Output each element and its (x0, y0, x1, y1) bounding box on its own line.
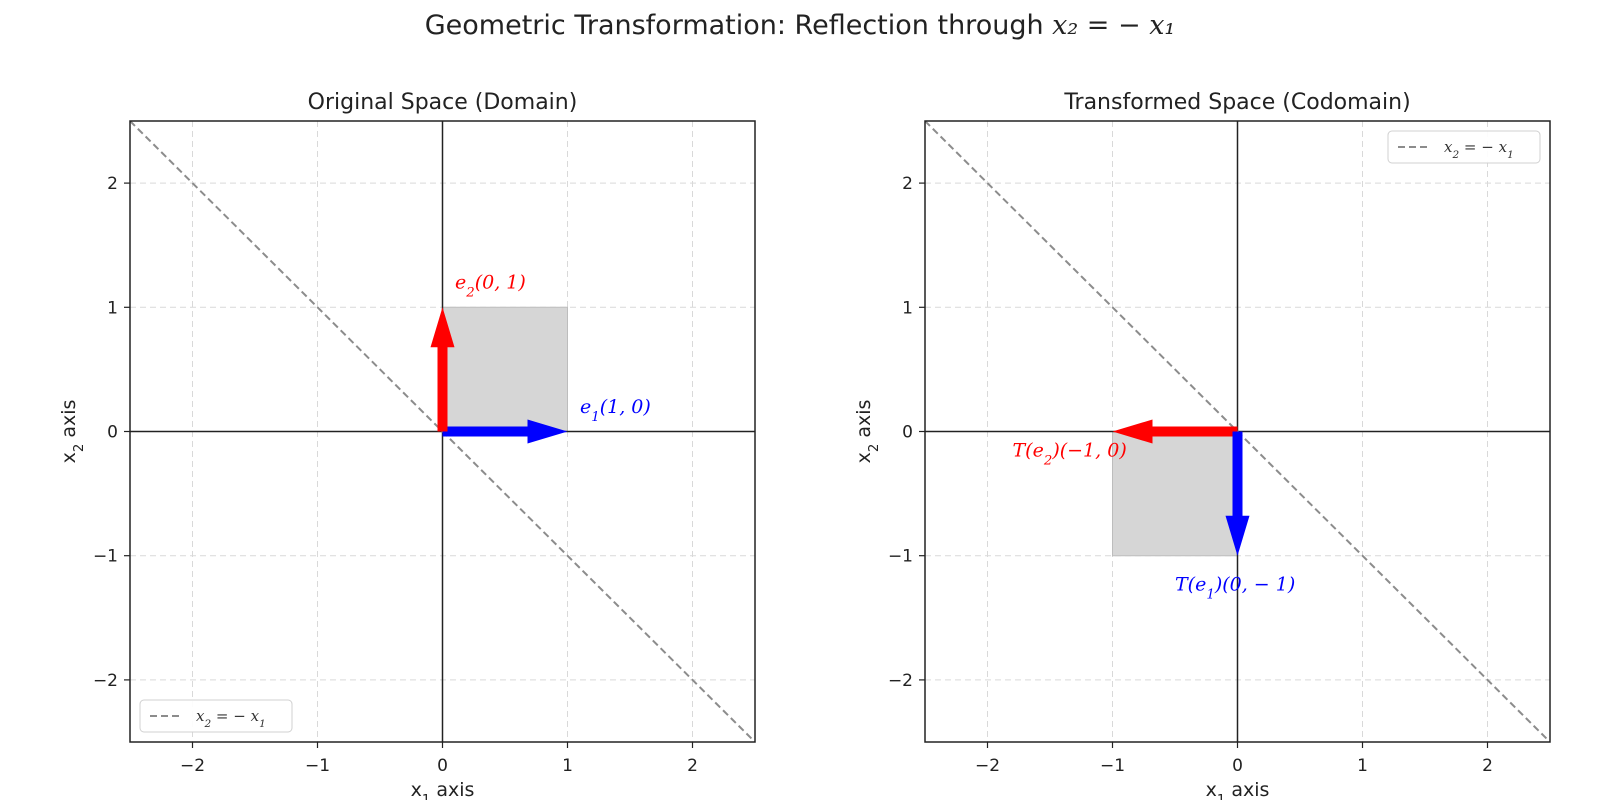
x-tick-label: 2 (687, 756, 698, 776)
x-tick-label: 1 (1357, 756, 1368, 776)
y-tick-label: −1 (93, 547, 118, 567)
y-tick-label: 0 (902, 423, 913, 443)
legend: x2 = − x1 (139, 699, 293, 733)
vector-t-e2-arrow (1112, 419, 1238, 444)
panel-2: T(e2)(−1, 0) T(e1)(0, − 1) −2 −1 0 1 2 −2 −1 0 1 2 T… (853, 90, 1551, 804)
x-axis-label: x1 axis (1206, 779, 1270, 800)
y-tick-label: −1 (888, 547, 913, 567)
legend-label: x2 = − x1 (196, 707, 266, 730)
x-tick-label: −2 (180, 756, 205, 776)
vector-e1-arrow (442, 419, 568, 444)
panel-1: e1(1, 0) e2(0, 1) −2 −1 0 1 2 −2 −1 0 1 2 Original S… (58, 90, 756, 804)
panel-title: Transformed Space (Codomain) (1063, 90, 1410, 115)
figure-title: Geometric Transformation: Reflection thr… (0, 10, 1600, 41)
legend-box (139, 699, 293, 733)
legend-box (1387, 130, 1541, 164)
x-tick-label: 2 (1482, 756, 1493, 776)
x-axis-label: x1 axis (411, 779, 475, 800)
y-tick-label: −2 (93, 671, 118, 691)
y-tick-label: 2 (902, 174, 913, 194)
vector-e2-label: e2(0, 1) (455, 272, 526, 301)
figure-title-text: Geometric Transformation: Reflection thr… (424, 10, 1053, 41)
y-axis-label: x2 axis (58, 400, 87, 464)
x-tick-label: 1 (562, 756, 573, 776)
x-tick-label: −1 (1100, 756, 1125, 776)
vector-t-e1-label: T(e1)(0, − 1) (1175, 573, 1295, 602)
vector-t-e1-arrow (1225, 431, 1250, 556)
legend-label: x2 = − x1 (1444, 138, 1514, 161)
y-tick-label: 2 (107, 174, 118, 194)
y-tick-label: 1 (107, 298, 118, 318)
figure-title-math: x₂ = − x₁ (1052, 10, 1176, 41)
vector-e2-arrow (430, 307, 455, 432)
vector-t-e2-label: T(e2)(−1, 0) (1013, 439, 1127, 468)
vector-e1-label: e1(1, 0) (580, 396, 651, 425)
unit-square (442, 306, 568, 432)
y-axis-label: x2 axis (853, 400, 882, 464)
x-tick-label: 0 (1232, 756, 1243, 776)
plot-area (130, 121, 755, 742)
plot-area (925, 121, 1550, 742)
panel-title: Original Space (Domain) (308, 90, 578, 115)
unit-square (1112, 431, 1238, 557)
y-tick-label: 0 (107, 423, 118, 443)
x-tick-label: −1 (305, 756, 330, 776)
y-tick-label: 1 (902, 298, 913, 318)
y-tick-label: −2 (888, 671, 913, 691)
legend: x2 = − x1 (1387, 130, 1541, 164)
x-tick-label: 0 (437, 756, 448, 776)
x-tick-label: −2 (975, 756, 1000, 776)
